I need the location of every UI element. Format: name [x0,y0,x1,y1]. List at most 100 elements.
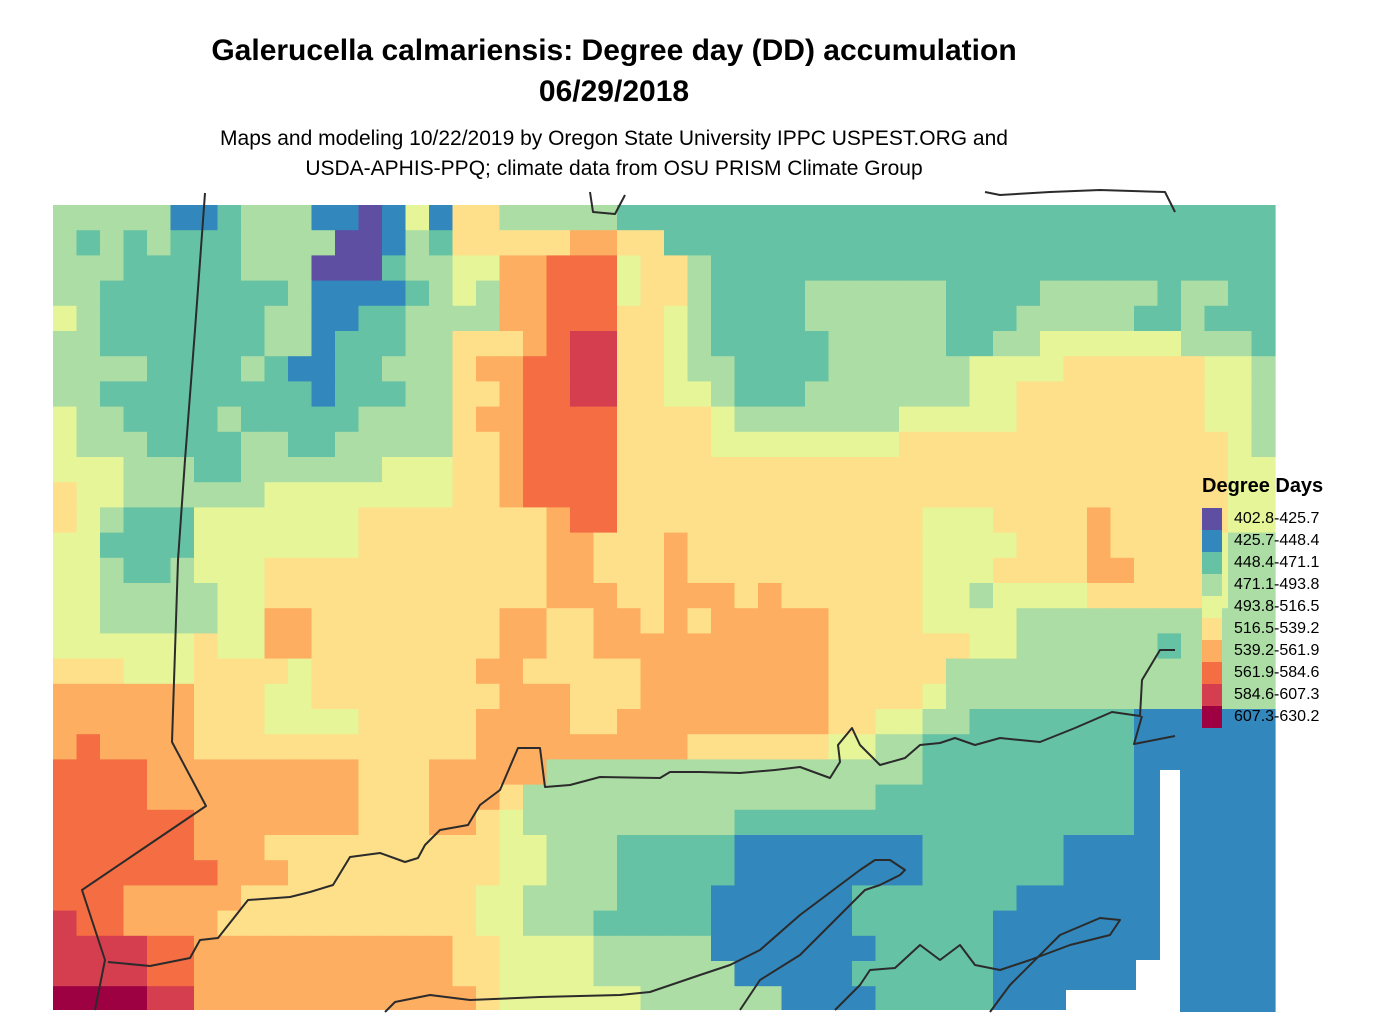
raster-cell [429,205,454,231]
raster-cell [264,431,289,458]
raster-cell [922,860,947,886]
raster-cell [311,406,336,433]
raster-cell [241,557,266,584]
raster-cell [1134,809,1159,836]
raster-cell [993,935,1018,962]
raster-cell [1134,784,1159,811]
raster-cell [828,255,853,282]
map-title: Galerucella calmariensis: Degree day (DD… [0,30,1228,112]
raster-cell [570,986,595,1012]
raster-cell [1063,961,1088,987]
raster-cell [241,381,266,408]
raster-cell [1016,356,1041,382]
raster-cell [1251,431,1276,458]
raster-cell [899,406,924,433]
raster-cell [241,280,266,307]
raster-cell [570,331,595,357]
raster-cell [452,608,477,634]
raster-cell [687,986,712,1012]
raster-cell [405,809,430,836]
raster-cell [523,961,548,987]
raster-cell [711,658,736,685]
raster-cell [405,910,430,937]
raster-cell [264,683,289,710]
raster-cell [76,532,101,559]
raster-cell [1228,734,1253,760]
raster-cell [993,658,1018,685]
raster-cell [617,809,642,836]
raster-cell [734,734,759,760]
raster-cell [758,255,783,282]
raster-cell [781,860,806,886]
raster-cell [969,356,994,382]
raster-cell [288,961,313,987]
raster-cell [781,784,806,811]
raster-cell [217,406,242,433]
raster-cell [100,205,125,231]
raster-cell [217,633,242,660]
raster-cell [875,457,900,483]
raster-cell [217,230,242,256]
raster-cell [546,935,571,962]
raster-cell [758,860,783,886]
raster-cell [1087,759,1112,786]
raster-cell [123,331,148,357]
raster-cell [758,457,783,483]
raster-cell [805,482,830,508]
raster-cell [123,381,148,408]
raster-cell [687,482,712,508]
raster-cell [969,986,994,1012]
raster-cell [969,658,994,685]
raster-cell [288,935,313,962]
raster-cell [546,759,571,786]
raster-cell [969,431,994,458]
raster-cell [593,709,618,735]
raster-cell [170,885,195,912]
raster-cell [617,835,642,861]
raster-cell [1040,280,1065,307]
raster-cell [1063,835,1088,861]
raster-cell [781,759,806,786]
raster-cell [452,230,477,256]
raster-cell [570,482,595,508]
raster-cell [593,305,618,332]
raster-cell [1204,406,1229,433]
raster-cell [781,608,806,634]
raster-cell [1228,457,1253,483]
raster-cell [1204,305,1229,332]
raster-cell [1181,356,1206,382]
raster-cell [640,507,665,534]
raster-cell [570,406,595,433]
raster-cell [100,633,125,660]
raster-cell [288,986,313,1012]
raster-cell [288,482,313,508]
raster-cell [852,356,877,382]
raster-cell [734,482,759,508]
raster-cell [711,406,736,433]
raster-cell [899,885,924,912]
legend-label: 539.2-561.9 [1234,642,1320,659]
raster-cell [217,205,242,231]
raster-cell [922,608,947,634]
raster-cell [922,305,947,332]
raster-cell [335,255,360,282]
raster-cell [358,331,383,357]
raster-cell [452,331,477,357]
raster-cell [875,910,900,937]
raster-cell [429,658,454,685]
raster-cell [687,835,712,861]
raster-cell [523,835,548,861]
raster-cell [405,583,430,609]
raster-cell [1157,482,1182,508]
raster-cell [1134,482,1159,508]
raster-cell [570,809,595,836]
raster-cell [617,482,642,508]
raster-cell [1204,835,1229,861]
raster-cell [335,885,360,912]
raster-cell [546,280,571,307]
raster-cell [781,986,806,1012]
raster-cell [335,759,360,786]
raster-cell [969,633,994,660]
raster-cell [241,583,266,609]
raster-cell [194,532,219,559]
